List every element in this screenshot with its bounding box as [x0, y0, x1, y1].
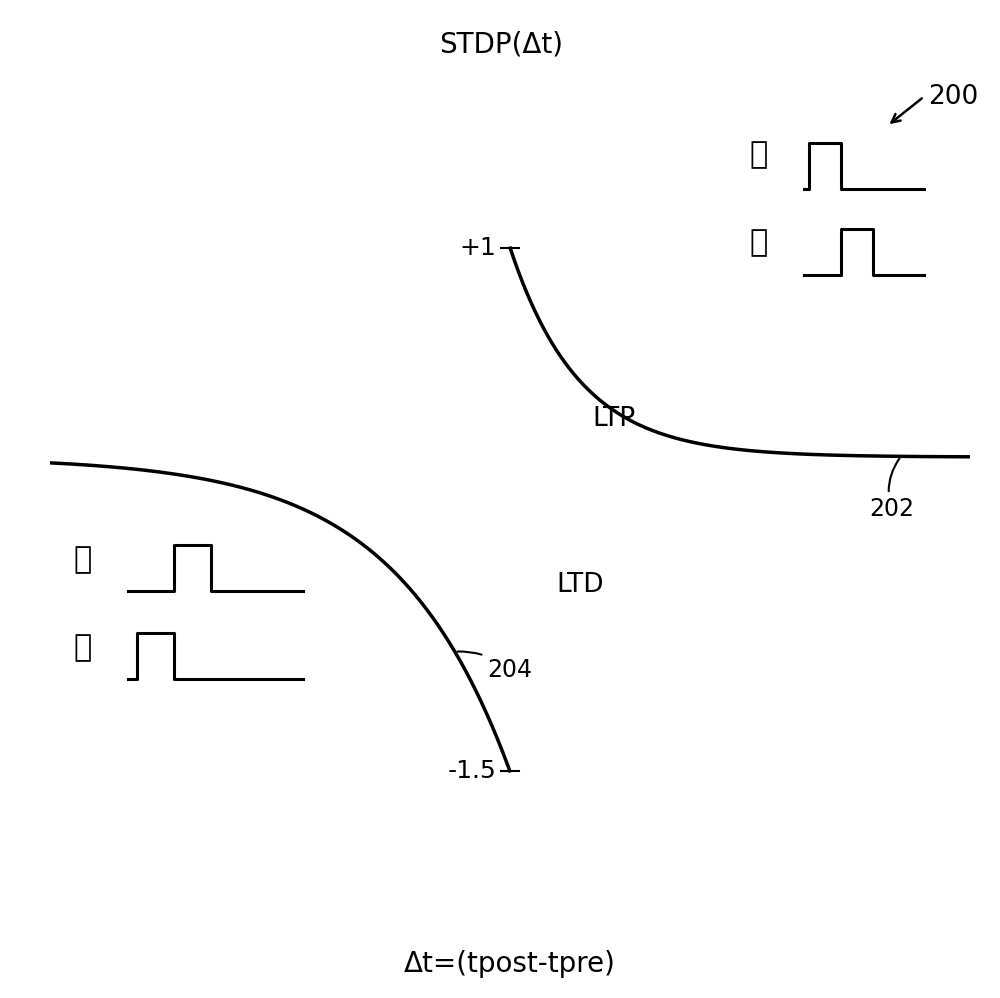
Text: +1: +1 [459, 236, 496, 259]
Text: 204: 204 [458, 652, 532, 683]
Text: Δt=(tpost-tpre): Δt=(tpost-tpre) [404, 950, 616, 978]
Text: STDP(Δt): STDP(Δt) [439, 31, 563, 59]
Text: 后: 后 [73, 633, 91, 662]
Text: LTP: LTP [593, 406, 636, 432]
Text: LTD: LTD [556, 573, 604, 599]
Text: 前: 前 [73, 545, 91, 574]
Text: -1.5: -1.5 [447, 759, 496, 783]
Text: 后: 后 [749, 229, 767, 257]
Text: 前: 前 [749, 141, 767, 170]
Text: 200: 200 [929, 84, 979, 110]
Text: 202: 202 [869, 459, 914, 521]
